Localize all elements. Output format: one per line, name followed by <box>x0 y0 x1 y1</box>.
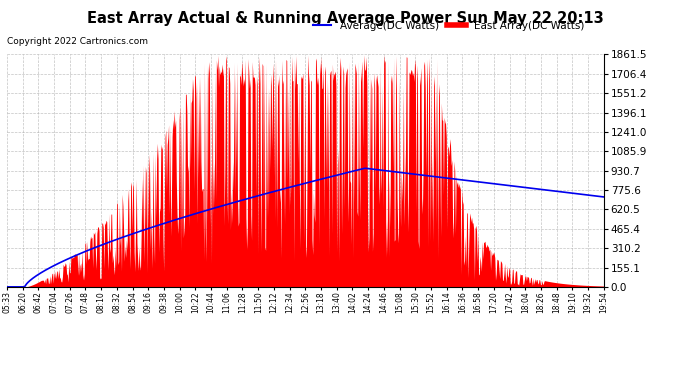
Legend: Average(DC Watts), East Array(DC Watts): Average(DC Watts), East Array(DC Watts) <box>308 16 589 35</box>
Text: Copyright 2022 Cartronics.com: Copyright 2022 Cartronics.com <box>7 38 148 46</box>
Text: East Array Actual & Running Average Power Sun May 22 20:13: East Array Actual & Running Average Powe… <box>87 11 603 26</box>
